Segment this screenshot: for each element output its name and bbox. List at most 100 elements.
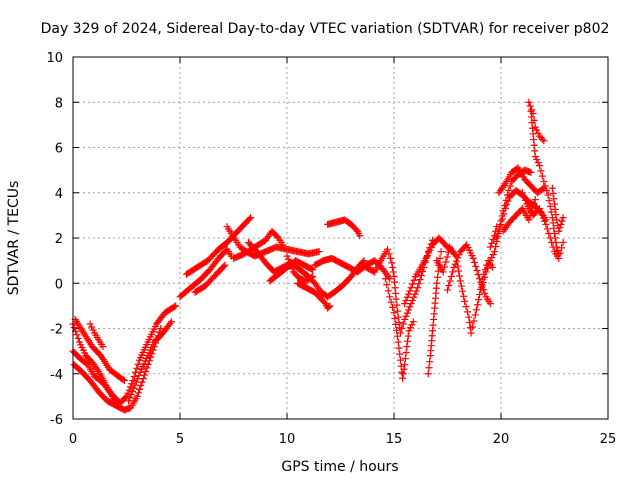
data-point	[458, 287, 466, 295]
data-point	[126, 383, 134, 391]
data-point	[326, 302, 334, 310]
data-point	[245, 215, 253, 223]
y-tick-label: -2	[50, 323, 63, 338]
data-point	[406, 324, 414, 332]
data-point	[518, 189, 526, 197]
data-point	[392, 320, 400, 328]
data-point	[559, 239, 567, 247]
data-point	[445, 282, 453, 290]
data-point	[88, 323, 96, 331]
data-point	[390, 309, 398, 317]
data-point	[462, 303, 470, 311]
data-point	[470, 317, 478, 325]
data-point	[119, 376, 127, 384]
data-point	[414, 284, 422, 292]
data-point	[405, 290, 413, 298]
data-point	[545, 229, 553, 237]
data-point	[552, 211, 560, 219]
data-point	[286, 258, 294, 266]
data-point	[388, 259, 396, 267]
data-point	[395, 344, 403, 352]
data-point	[284, 255, 292, 263]
data-point	[128, 380, 136, 388]
data-point	[455, 272, 463, 280]
data-point	[472, 306, 480, 314]
data-point	[486, 243, 494, 251]
data-point	[527, 208, 535, 216]
data-point	[546, 202, 554, 210]
data-point	[381, 275, 389, 283]
data-point	[407, 300, 415, 308]
data-point	[536, 205, 544, 213]
data-point	[558, 244, 566, 252]
data-point	[437, 248, 445, 256]
data-point	[530, 200, 538, 208]
data-point	[273, 233, 281, 241]
data-point	[406, 303, 414, 311]
data-point	[393, 326, 401, 334]
data-point	[472, 263, 480, 271]
data-point	[392, 295, 400, 303]
data-point	[485, 260, 493, 268]
data-point	[403, 309, 411, 317]
data-point	[466, 318, 474, 326]
data-point	[558, 217, 566, 225]
data-point	[283, 252, 291, 260]
data-point	[315, 248, 323, 256]
data-point	[401, 300, 409, 308]
data-point	[394, 307, 402, 315]
data-point	[473, 267, 481, 275]
data-point	[525, 98, 533, 106]
y-tick-label: -6	[50, 413, 63, 428]
data-point	[455, 267, 463, 275]
data-point	[434, 267, 442, 275]
data-point	[86, 320, 94, 328]
data-point	[387, 298, 395, 306]
data-point	[128, 387, 136, 395]
data-point	[538, 211, 546, 219]
data-point	[131, 381, 139, 389]
data-point	[410, 293, 418, 301]
y-tick-label: 8	[55, 96, 63, 111]
data-point	[402, 349, 410, 357]
data-point	[533, 156, 541, 164]
data-point	[279, 241, 287, 249]
data-point	[416, 276, 424, 284]
data-point	[405, 327, 413, 335]
data-point	[220, 262, 228, 270]
data-point	[143, 364, 151, 372]
data-point	[399, 374, 407, 382]
data-point	[559, 214, 567, 222]
data-point	[456, 277, 464, 285]
data-point	[531, 153, 539, 161]
data-point	[442, 258, 450, 266]
data-point	[543, 186, 551, 194]
x-tick-label: 25	[600, 432, 617, 447]
data-point	[493, 223, 501, 231]
y-tick-label: -4	[50, 368, 63, 383]
data-point	[476, 291, 484, 299]
data-point	[383, 281, 391, 289]
data-point	[483, 264, 491, 272]
data-point	[403, 293, 411, 301]
data-point	[386, 254, 394, 262]
data-point	[425, 364, 433, 372]
data-point	[557, 220, 565, 228]
data-point	[555, 227, 563, 235]
x-tick-label: 5	[176, 432, 184, 447]
data-point	[531, 196, 539, 204]
data-point	[287, 262, 295, 270]
x-axis-label: GPS time / hours	[281, 459, 398, 475]
data-point	[468, 323, 476, 331]
data-point	[534, 159, 542, 167]
data-point	[396, 356, 404, 364]
data-point	[536, 162, 544, 170]
data-point	[547, 208, 555, 216]
data-point	[125, 397, 133, 405]
data-point	[307, 273, 315, 281]
data-point	[486, 257, 494, 265]
data-point	[137, 382, 145, 390]
data-point	[461, 297, 469, 305]
data-point	[541, 182, 549, 190]
data-point	[540, 177, 548, 185]
